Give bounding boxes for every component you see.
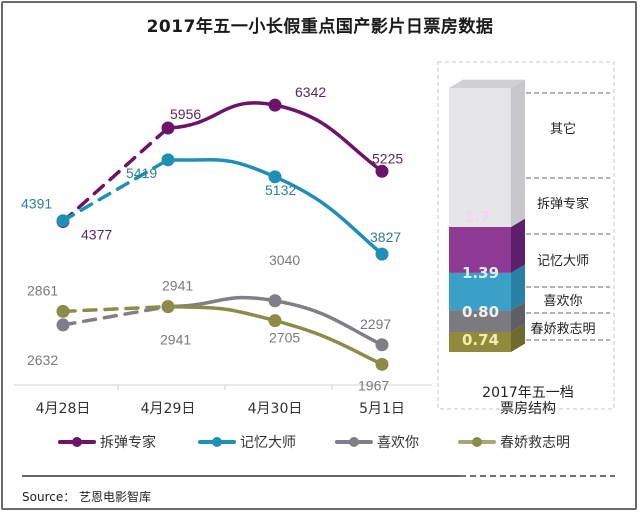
- data-label: 3040: [269, 252, 300, 268]
- segment-label-jiyi: 记忆大师: [536, 254, 589, 269]
- stack-segment-side: [511, 323, 525, 352]
- data-label: 5419: [126, 165, 157, 181]
- data-label: 2705: [269, 330, 300, 346]
- data-label: 2297: [360, 316, 391, 332]
- structure-title-line1: 2017年五一档: [482, 385, 574, 401]
- data-point: [268, 294, 282, 308]
- data-point: [375, 164, 389, 178]
- data-point: [56, 214, 70, 228]
- stack-segment: [449, 226, 511, 273]
- series-dashed-segment: [61, 158, 170, 223]
- stack-segment-side: [511, 264, 525, 311]
- chart-title: 2017年五一小长假重点国产影片日票房数据: [146, 17, 494, 37]
- data-point: [375, 338, 389, 352]
- stack-segment: [449, 272, 511, 311]
- x-tick-label: 4月28日: [35, 401, 91, 417]
- stack-segment-side: [511, 302, 525, 333]
- data-label: 2861: [27, 282, 58, 298]
- data-point: [375, 247, 389, 261]
- legend-label: 拆弹专家: [100, 435, 156, 451]
- data-point: [161, 153, 175, 167]
- data-point: [56, 304, 70, 318]
- x-tick-label: 4月29日: [140, 401, 196, 417]
- series-dashed-segment: [61, 126, 170, 224]
- stack-segment: [449, 310, 511, 333]
- data-point: [268, 170, 282, 184]
- source-note: Source： 艺恩电影智库: [22, 490, 152, 504]
- data-label: 4377: [81, 227, 112, 243]
- legend-swatch: [58, 437, 96, 447]
- data-label: 4391: [21, 196, 52, 212]
- data-point: [56, 318, 70, 332]
- legend-label: 记忆大师: [240, 435, 296, 451]
- segment-label-chunjiao: 春娇救志明: [530, 322, 596, 337]
- legend: 拆弹专家 记忆大师 喜欢你 春娇救志明: [0, 432, 640, 454]
- data-point: [161, 300, 175, 314]
- stack-top-cap: [449, 79, 525, 88]
- stack-value-chunjiao: 0.74: [462, 331, 500, 349]
- stack-value-jiyi: 1.39: [462, 264, 500, 282]
- data-point: [161, 121, 175, 135]
- legend-swatch: [335, 437, 373, 447]
- stack-value-chaidan: 1.7: [464, 208, 491, 226]
- series-dashed-segment: [61, 304, 170, 327]
- structure-title-line2: 票房结构: [500, 401, 556, 417]
- data-point: [375, 357, 389, 371]
- x-tick-label: 4月30日: [247, 401, 303, 417]
- stack-value-xihuan: 0.80: [462, 303, 500, 321]
- data-label: 5132: [265, 182, 296, 198]
- structure-title: 2017年五一档 票房结构: [440, 385, 616, 417]
- legend-swatch: [458, 437, 496, 447]
- series-dashed-segment: [61, 304, 170, 314]
- legend-item-chunjiao[interactable]: 春娇救志明: [458, 432, 570, 452]
- stack-segment-side: [511, 218, 525, 273]
- legend-label: 春娇救志明: [500, 435, 570, 451]
- data-label: 2941: [162, 278, 193, 294]
- legend-item-jiyi[interactable]: 记忆大师: [198, 432, 296, 452]
- segment-label-chaidan: 拆弹专家: [536, 197, 589, 212]
- legend-swatch: [198, 437, 236, 447]
- data-label: 5956: [170, 106, 201, 122]
- data-label: 2632: [27, 352, 58, 368]
- data-label: 6342: [295, 84, 326, 100]
- data-label: 2941: [160, 332, 191, 348]
- stack-segment: [449, 332, 511, 352]
- segment-label-other: 其它: [549, 122, 576, 137]
- structure-panel-border: [437, 61, 615, 410]
- legend-item-chaidan[interactable]: 拆弹专家: [58, 432, 156, 452]
- data-point: [268, 98, 282, 112]
- legend-item-xihuan[interactable]: 喜欢你: [335, 432, 419, 452]
- data-label: 3827: [370, 229, 401, 245]
- data-label: 1967: [358, 377, 389, 393]
- stack-segment-side: [511, 79, 525, 227]
- stack-segment: [449, 88, 511, 227]
- segment-label-xihuan: 喜欢你: [543, 294, 583, 309]
- legend-label: 喜欢你: [377, 435, 419, 451]
- data-point: [268, 314, 282, 328]
- data-label: 5225: [372, 150, 403, 166]
- x-tick-label: 5月1日: [359, 401, 405, 417]
